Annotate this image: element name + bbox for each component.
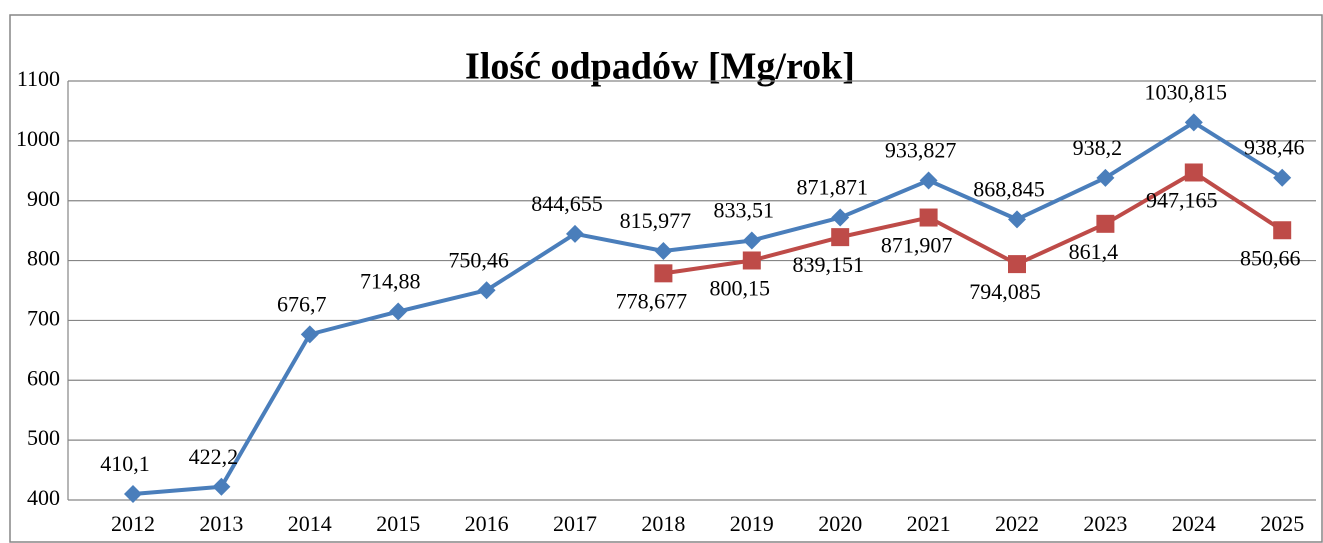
marker	[654, 242, 673, 261]
data-label: 938,2	[1073, 135, 1123, 160]
data-label: 750,46	[448, 247, 509, 272]
marker	[831, 208, 850, 227]
data-label: 868,845	[973, 176, 1045, 201]
x-tick-label: 2021	[907, 511, 951, 536]
marker	[742, 231, 761, 250]
data-label: 422,2	[189, 444, 239, 469]
x-tick-label: 2019	[730, 511, 774, 536]
y-tick-label: 500	[27, 425, 60, 450]
data-label: 794,085	[969, 279, 1041, 304]
x-tick-label: 2023	[1083, 511, 1127, 536]
data-label: 1030,815	[1145, 79, 1228, 104]
marker	[742, 251, 761, 270]
data-label: 778,677	[616, 288, 688, 313]
marker	[1008, 210, 1026, 229]
y-tick-label: 600	[27, 365, 60, 390]
series-line	[663, 170, 1284, 276]
marker	[1184, 163, 1203, 182]
marker	[1273, 221, 1292, 240]
y-tick-label: 1100	[17, 66, 60, 91]
marker	[919, 171, 938, 190]
marker	[1008, 255, 1026, 274]
marker	[1273, 168, 1292, 187]
y-tick-label: 400	[27, 485, 60, 510]
y-tick-label: 700	[27, 305, 60, 330]
marker	[300, 325, 319, 344]
x-tick-label: 2016	[465, 511, 509, 536]
x-tick-label: 2015	[376, 511, 420, 536]
marker	[919, 208, 938, 227]
marker	[831, 228, 850, 247]
data-label: 933,827	[885, 138, 957, 163]
marker	[477, 281, 496, 300]
data-label: 871,871	[796, 175, 868, 200]
marker	[1096, 168, 1115, 187]
y-tick-label: 900	[27, 186, 60, 211]
data-label: 861,4	[1069, 239, 1119, 264]
x-tick-label: 2022	[995, 511, 1039, 536]
data-label: 850,66	[1240, 245, 1301, 270]
data-label: 839,151	[792, 252, 864, 277]
data-label: 938,46	[1244, 135, 1305, 160]
data-label: 676,7	[277, 291, 327, 316]
y-tick-label: 1000	[16, 126, 60, 151]
data-label: 410,1	[100, 451, 150, 476]
x-tick-label: 2014	[288, 511, 332, 536]
x-tick-label: 2017	[553, 511, 597, 536]
marker	[1184, 113, 1203, 132]
x-tick-label: 2020	[818, 511, 862, 536]
data-label: 833,51	[714, 198, 775, 223]
x-tick-label: 2012	[111, 511, 155, 536]
marker	[124, 484, 142, 503]
data-label: 947,165	[1146, 188, 1218, 213]
y-tick-label: 800	[27, 246, 60, 271]
data-label: 800,15	[710, 276, 771, 301]
marker	[212, 477, 231, 496]
marker	[389, 302, 408, 321]
x-tick-label: 2025	[1260, 511, 1304, 536]
data-label: 714,88	[360, 269, 421, 294]
x-tick-label: 2024	[1172, 511, 1216, 536]
data-label: 815,977	[620, 208, 692, 233]
x-tick-label: 2013	[199, 511, 243, 536]
series-line	[132, 120, 1284, 496]
marker	[654, 264, 673, 283]
x-tick-label: 2018	[641, 511, 685, 536]
data-label: 844,655	[531, 191, 603, 216]
marker	[566, 224, 584, 243]
marker	[1096, 214, 1115, 233]
data-label: 871,907	[881, 233, 953, 258]
